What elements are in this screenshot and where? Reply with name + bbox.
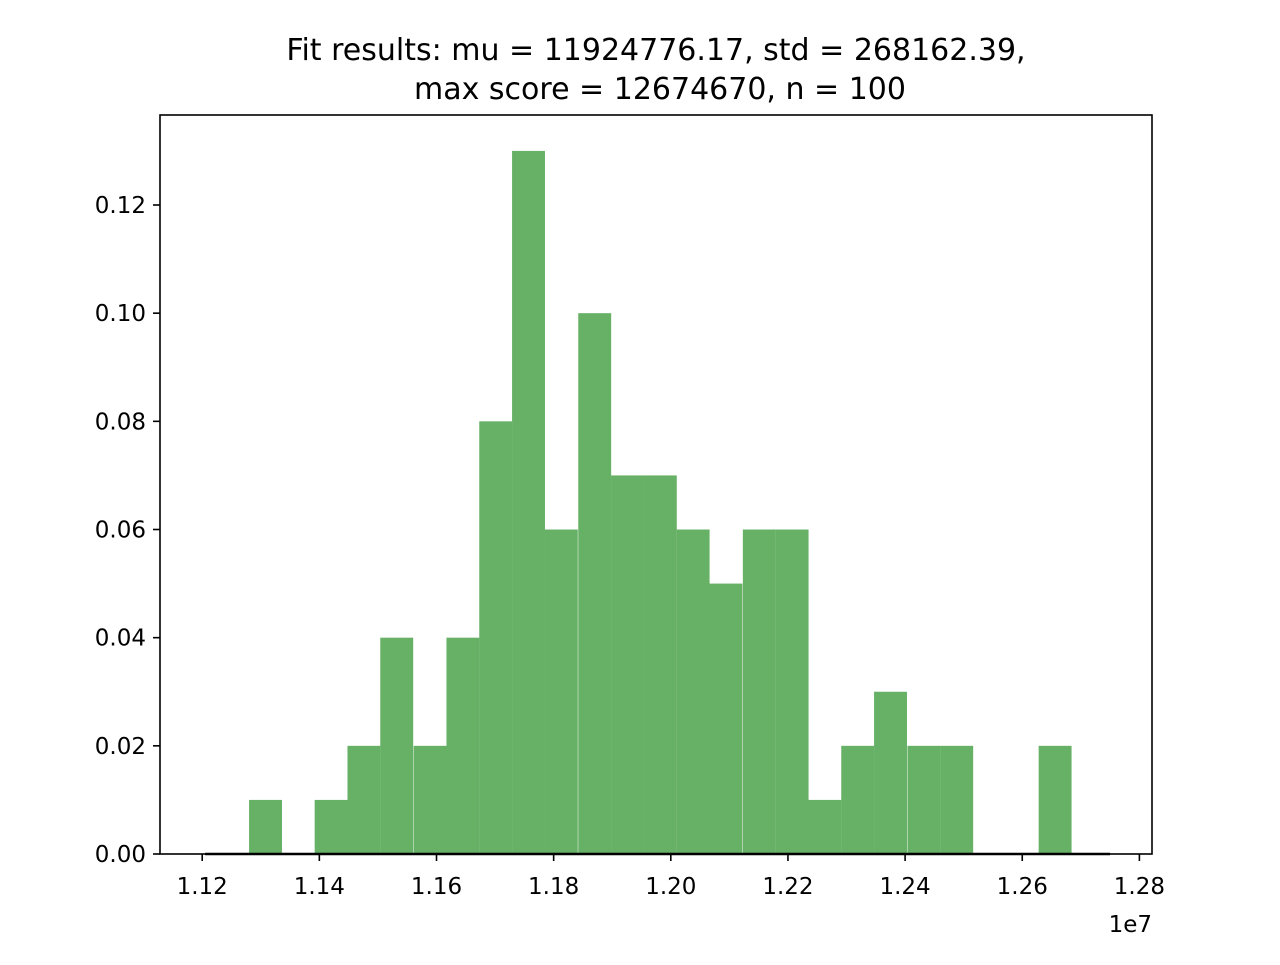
histogram-bar — [676, 529, 710, 854]
x-axis-ticks: 1.12 1.14 1.16 1.18 1.20 1.22 1.24 1.26 1.28 — [177, 854, 1165, 900]
histogram-bar — [742, 529, 776, 854]
histogram-bar — [544, 529, 578, 854]
chart-title-line-1: Fit results: mu = 11924776.17, std = 268… — [286, 33, 1025, 68]
x-tick-label: 1.28 — [1114, 874, 1165, 900]
x-tick-label: 1.14 — [294, 874, 345, 900]
chart-title-line-2: max score = 12674670, n = 100 — [414, 72, 906, 107]
y-tick-label: 0.02 — [95, 734, 146, 760]
histogram-bar — [512, 150, 545, 855]
histogram-bar — [249, 799, 282, 854]
y-tick-label: 0.04 — [95, 626, 146, 652]
x-tick-label: 1.16 — [411, 874, 462, 900]
histogram-bar — [1038, 745, 1072, 854]
x-tick-label: 1.20 — [645, 874, 696, 900]
histogram-bar — [808, 799, 842, 854]
bars-layer — [249, 150, 1072, 855]
x-axis-offset-label: 1e7 — [1109, 912, 1152, 938]
x-tick-label: 1.12 — [177, 874, 228, 900]
histogram-bar — [709, 583, 743, 854]
x-tick-label: 1.26 — [997, 874, 1048, 900]
histogram-bar — [940, 745, 974, 854]
histogram-bar — [775, 529, 809, 854]
histogram-bar — [907, 745, 941, 854]
histogram-bar — [841, 745, 875, 854]
y-tick-label: 0.06 — [95, 518, 146, 544]
x-tick-label: 1.24 — [879, 874, 930, 900]
y-tick-label: 0.00 — [95, 842, 146, 868]
y-axis-ticks: 0.00 0.02 0.04 0.06 0.08 0.10 0.12 — [95, 193, 160, 868]
y-tick-label: 0.10 — [95, 301, 146, 327]
histogram-bar — [314, 799, 348, 854]
histogram-bar — [643, 475, 677, 854]
histogram-bar — [380, 637, 414, 854]
y-tick-label: 0.12 — [95, 193, 146, 219]
histogram-bar — [413, 745, 447, 854]
y-tick-label: 0.08 — [95, 409, 146, 435]
x-tick-label: 1.22 — [762, 874, 813, 900]
histogram-bar — [874, 691, 907, 854]
x-tick-label: 1.18 — [528, 874, 579, 900]
histogram-bar — [611, 475, 644, 854]
plot-area-frame — [159, 114, 1153, 855]
histogram-bar — [479, 421, 513, 854]
histogram-bar — [347, 745, 381, 854]
histogram-bar — [446, 637, 480, 854]
histogram-bar — [578, 313, 612, 854]
